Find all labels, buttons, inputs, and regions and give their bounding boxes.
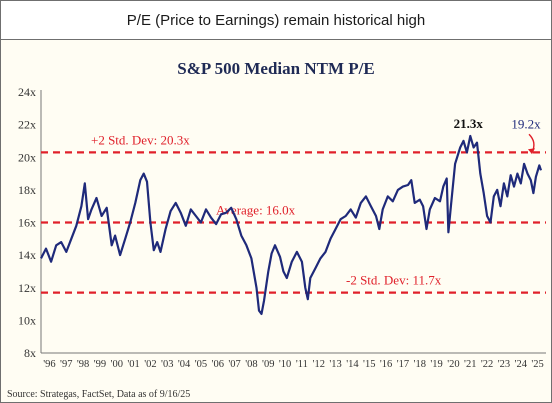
x-tick-label: '96 — [43, 359, 55, 370]
series-group — [40, 134, 543, 315]
peak-value-label: 21.3x — [454, 116, 484, 131]
chart-area: S&P 500 Median NTM P/E 8x 10x 12x 14x 16x 18x… — [1, 40, 551, 402]
y-tick-label: 24x — [18, 85, 36, 99]
x-tick-label: '06 — [212, 359, 224, 370]
x-tick-label: '20 — [447, 359, 459, 370]
x-tick-label: '07 — [228, 359, 240, 370]
x-tick-label: '24 — [515, 359, 528, 370]
x-tick-label: '25 — [531, 359, 543, 370]
x-tick-label: '13 — [329, 359, 341, 370]
x-tick-label: '00 — [111, 359, 123, 370]
reference-line-label: +2 Std. Dev: 20.3x — [91, 132, 190, 147]
latest-value-label: 19.2x — [511, 116, 541, 131]
x-tick-label: '15 — [363, 359, 375, 370]
x-tick-label: '03 — [161, 359, 173, 370]
x-tick-label: '08 — [245, 359, 257, 370]
x-tick-label: '01 — [127, 359, 139, 370]
reference-lines: +2 Std. Dev: 20.3x Average: 16.0x -2 Std. … — [41, 132, 546, 294]
y-axis: 8x 10x 12x 14x 16x 18x 20x 22x 24x — [18, 85, 42, 360]
x-tick-label: '05 — [195, 359, 207, 370]
x-tick-label: '04 — [178, 359, 191, 370]
x-tick-label: '16 — [380, 359, 392, 370]
pe-line-chart: S&P 500 Median NTM P/E 8x 10x 12x 14x 16x 18x… — [7, 59, 546, 400]
x-tick-label: '21 — [464, 359, 476, 370]
y-tick-label: 16x — [18, 216, 36, 230]
annotations: 21.3x 19.2x — [454, 116, 541, 155]
x-tick-label: '18 — [414, 359, 426, 370]
y-tick-label: 14x — [18, 248, 36, 262]
chart-title: S&P 500 Median NTM P/E — [177, 59, 374, 78]
x-tick-label: '98 — [77, 359, 89, 370]
x-tick-label: '09 — [262, 359, 274, 370]
x-tick-label: '11 — [296, 359, 308, 370]
source-note: Source: Strategas, FactSet, Data as of 9… — [7, 389, 190, 400]
reference-line-label: -2 Std. Dev: 11.7x — [346, 273, 442, 288]
arrow-head-icon — [528, 148, 535, 155]
x-tick-label: '12 — [313, 359, 325, 370]
x-tick-label: '10 — [279, 359, 291, 370]
x-tick-label: '14 — [346, 359, 359, 370]
y-tick-label: 8x — [24, 346, 36, 360]
y-tick-label: 22x — [18, 118, 36, 132]
reference-line-label: Average: 16.0x — [216, 203, 296, 218]
pe-series-line — [40, 134, 543, 315]
x-tick-label: '02 — [144, 359, 156, 370]
x-tick-label: '97 — [60, 359, 72, 370]
x-tick-label: '17 — [397, 359, 409, 370]
y-tick-label: 18x — [18, 183, 36, 197]
x-tick-label: '19 — [430, 359, 442, 370]
y-tick-label: 12x — [18, 281, 36, 295]
banner-title: P/E (Price to Earnings) remain historica… — [1, 1, 551, 40]
x-tick-label: '23 — [498, 359, 510, 370]
x-axis: '96 '97 '98 '99 '00 '01 '02 '03 '04 '05 '06 '07 '08 '… — [41, 352, 546, 370]
x-tick-label: '22 — [481, 359, 493, 370]
y-tick-label: 10x — [18, 313, 36, 327]
y-tick-label: 20x — [18, 150, 36, 164]
x-tick-label: '99 — [94, 359, 106, 370]
